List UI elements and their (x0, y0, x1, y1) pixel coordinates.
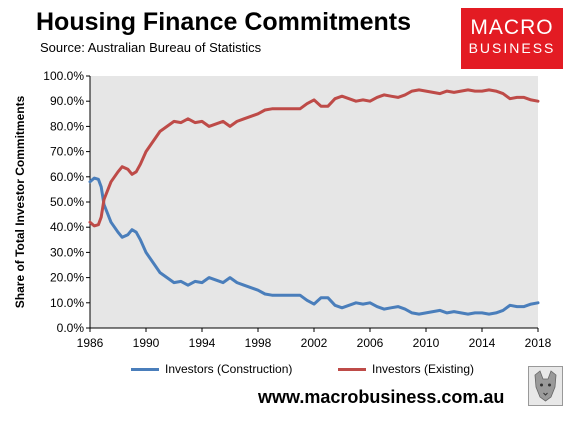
x-tick-label: 1994 (189, 336, 216, 350)
legend-item-existing: Investors (Existing) (338, 362, 474, 376)
y-tick-label: 80.0% (50, 119, 84, 133)
macrobusiness-logo: MACRO BUSINESS (461, 8, 563, 69)
plot-area-background (90, 76, 538, 328)
series-line-construction (88, 176, 540, 316)
x-tick-label: 2002 (301, 336, 328, 350)
legend-label-construction: Investors (Construction) (165, 362, 293, 376)
x-tick-label: 2006 (357, 336, 384, 350)
x-tick-label: 2018 (525, 336, 552, 350)
page-title: Housing Finance Commitments (36, 8, 412, 36)
legend-swatch-construction (131, 368, 159, 372)
x-tick-label: 2010 (413, 336, 440, 350)
chart-axes: 0.0% 10.0% 20.0% 30.0% 40.0% 50.0% 60.0% 70.0% 8… (43, 69, 551, 350)
y-tick-label: 90.0% (50, 94, 84, 108)
legend-item-construction: Investors (Construction) (131, 362, 292, 376)
logo-line-2: BUSINESS (468, 40, 556, 56)
y-tick-label: 0.0% (57, 321, 85, 335)
legend-label-existing: Investors (Existing) (372, 362, 475, 376)
y-tick-label: 10.0% (50, 296, 84, 310)
y-tick-label: 30.0% (50, 245, 84, 259)
y-tick-label: 60.0% (50, 170, 84, 184)
source-note: Source: Australian Bureau of Statistics (40, 40, 262, 55)
y-tick-label: 50.0% (50, 195, 84, 209)
x-tick-label: 1986 (77, 336, 104, 350)
y-tick-label: 20.0% (50, 271, 84, 285)
y-tick-label: 100.0% (43, 69, 84, 83)
wolf-emblem (528, 366, 563, 406)
y-tick-label: 40.0% (50, 220, 84, 234)
x-tick-label: 2014 (469, 336, 496, 350)
y-tick-label: 70.0% (50, 145, 84, 159)
legend-swatch-existing (338, 368, 366, 372)
x-tick-label: 1998 (245, 336, 272, 350)
chart-series (88, 88, 540, 316)
y-axis-label: Share of Total Investor Commitments (13, 95, 27, 308)
series-line-existing (88, 88, 540, 228)
footer-url: www.macrobusiness.com.au (258, 387, 505, 407)
wolf-icon (534, 370, 557, 402)
logo-line-1: MACRO (470, 16, 554, 39)
x-tick-label: 1990 (133, 336, 160, 350)
